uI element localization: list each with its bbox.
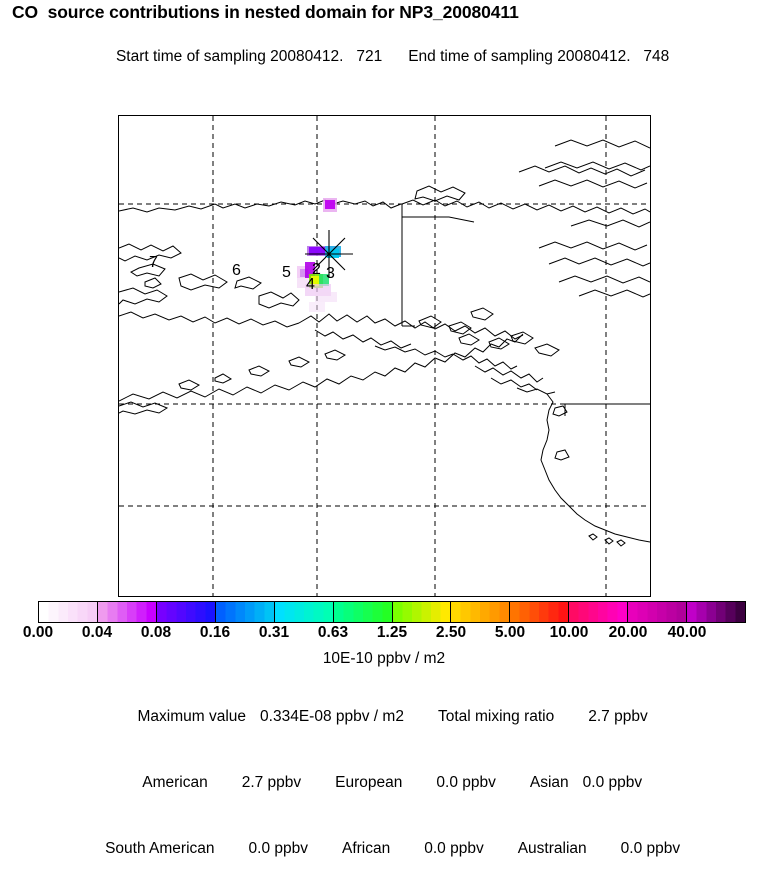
colorbar-segment — [333, 602, 393, 622]
region-value-asian: 0.0 ppbv — [582, 774, 643, 791]
region-value-australian: 0.0 ppbv — [620, 840, 681, 857]
release-site-star — [305, 230, 353, 278]
colorbar-segment — [97, 602, 157, 622]
region-value-south-american: 0.0 ppbv — [248, 840, 308, 857]
colorbar-tick-label: 0.16 — [199, 624, 231, 641]
total-mixing-ratio-value: 2.7 ppbv — [588, 708, 648, 725]
colorbar-segment — [687, 602, 746, 622]
region-label-2: 2 — [312, 261, 321, 278]
colorbar-unit-label: 10E-10 ppbv / m2 — [322, 650, 446, 667]
colorbar-segment — [274, 602, 334, 622]
region-name-american: American — [142, 774, 208, 791]
colorbar-tick-label: 1.25 — [376, 624, 408, 641]
colorbar-segment — [39, 602, 98, 622]
region-label-5: 5 — [282, 264, 291, 281]
colorbar-segment — [628, 602, 688, 622]
colorbar-tick-label: 0.04 — [81, 624, 113, 641]
colorbar-tick-label: 0.08 — [140, 624, 172, 641]
end-time-text: End time of sampling 20080412. 748 — [408, 48, 670, 65]
colorbar-segment — [510, 602, 570, 622]
region-label-3: 3 — [326, 265, 335, 282]
colorbar-tick-label: 0.63 — [317, 624, 349, 641]
region-label-6: 6 — [232, 262, 241, 279]
plume-cell — [297, 278, 309, 288]
colorbar-gradient-strip — [38, 601, 746, 623]
region-value-european: 0.0 ppbv — [436, 774, 496, 791]
region-value-african: 0.0 ppbv — [424, 840, 484, 857]
max-value-text: 0.334E-08 ppbv / m2 — [260, 708, 404, 725]
sampling-time-line: Start time of sampling 20080412. 721 End … — [0, 24, 768, 90]
colorbar-tick-label: 2.50 — [435, 624, 467, 641]
region-name-south-american: South American — [105, 840, 215, 857]
region-label-7: 7 — [149, 254, 158, 271]
plume-cell — [319, 274, 329, 286]
plume-cell — [309, 247, 325, 255]
colorbar-segment — [451, 602, 511, 622]
region-name-european: European — [335, 774, 403, 791]
colorbar-tick-label: 40.00 — [667, 624, 707, 641]
footer-row-max: Maximum value 0.334E-08 ppbv / m2 Total mi… — [0, 684, 768, 750]
map-coastlines-and-grid — [119, 116, 650, 596]
colorbar-segment — [569, 602, 629, 622]
region-name-asian: Asian — [529, 774, 569, 791]
colorbar-segment — [156, 602, 216, 622]
footer-statistics: Maximum value 0.334E-08 ppbv / m2 Total mi… — [0, 684, 768, 882]
footer-row-regions-1: American 2.7 ppbv European 0.0 ppbv Asian 0.0… — [0, 750, 768, 816]
max-value-label: Maximum value — [137, 708, 247, 725]
region-name-african: African — [342, 840, 391, 857]
colorbar-tick-label: 20.00 — [608, 624, 648, 641]
region-name-australian: Australian — [517, 840, 587, 857]
page-title: CO source contributions in nested domain… — [12, 2, 519, 22]
region-value-american: 2.7 ppbv — [241, 774, 302, 791]
plume-cell — [311, 276, 320, 286]
plume-cell — [315, 292, 337, 302]
colorbar-segment — [392, 602, 452, 622]
map-plot-area: 7 6 5 2 3 4 — [118, 115, 651, 597]
map-gridlines — [119, 116, 650, 596]
plume-cell — [300, 269, 308, 277]
plume-cell — [325, 200, 335, 209]
colorbar-tick-label: 10.00 — [549, 624, 589, 641]
plume-cell — [305, 262, 315, 278]
colorbar-tick-label: 0.31 — [258, 624, 290, 641]
colorbar-tick-labels: 0.00 0.04 0.08 0.16 0.31 0.63 1.25 2.50 5.00 10.0… — [0, 624, 768, 644]
region-label-4: 4 — [306, 276, 315, 293]
footer-row-regions-2: South American 0.0 ppbv African 0.0 ppbv Aus… — [0, 816, 768, 882]
start-time-text: Start time of sampling 20080412. 721 — [115, 48, 383, 65]
tracer-plume-overlay — [297, 198, 353, 312]
colorbar-tick-label: 5.00 — [494, 624, 526, 641]
plume-cell — [309, 302, 325, 312]
map-political-borders — [401, 204, 650, 416]
colorbar — [38, 601, 746, 623]
map-coastline-paths — [119, 139, 650, 547]
total-mixing-ratio-label: Total mixing ratio — [437, 708, 555, 725]
colorbar-segment — [215, 602, 275, 622]
colorbar-tick-label: 0.00 — [22, 624, 54, 641]
